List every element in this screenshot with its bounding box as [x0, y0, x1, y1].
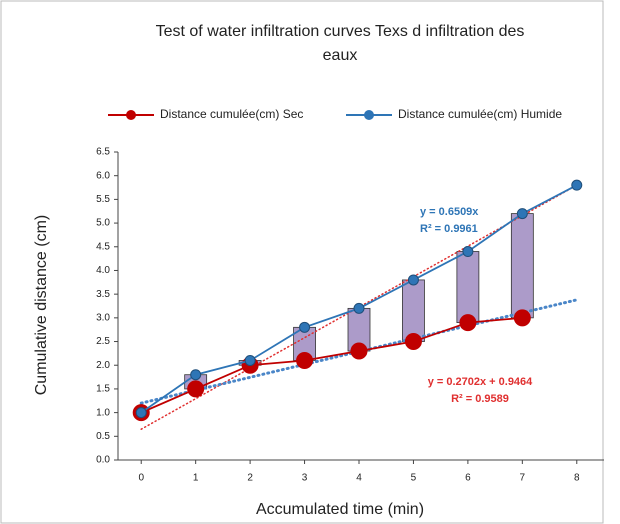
point: [404, 333, 422, 351]
chart-title: eaux: [323, 47, 358, 64]
y-tick-label: 6.5: [96, 147, 110, 158]
annotation: R² = 0.9589: [451, 393, 509, 405]
point: [462, 246, 474, 258]
up-down-bar: [456, 251, 480, 323]
x-tick-label: 4: [356, 473, 362, 484]
y-tick-label: 1.5: [96, 384, 110, 395]
y-tick-label: 3.5: [96, 289, 110, 300]
point: [187, 380, 205, 398]
point: [407, 274, 419, 286]
annotation: R² = 0.9961: [420, 223, 478, 235]
y-tick-label: 3.0: [96, 312, 110, 323]
point: [516, 208, 528, 220]
series-line: [140, 316, 523, 414]
y-axis-title: Cumulative distance (cm): [33, 215, 50, 396]
x-tick-label: 2: [247, 473, 253, 484]
x-tick-label: 5: [411, 473, 417, 484]
annotation: y = 0.6509x: [420, 206, 479, 218]
y-tick-label: 2.0: [96, 360, 110, 371]
point: [244, 354, 256, 366]
point: [353, 302, 365, 314]
up-down-bar: [510, 213, 534, 319]
point: [459, 314, 477, 332]
x-tick-label: 7: [520, 473, 526, 484]
x-tick-label: 8: [574, 473, 580, 484]
chart-title: Test of water infiltration curves Texs d…: [156, 23, 525, 40]
legend-label: Distance cumulée(cm) Humide: [398, 107, 562, 121]
point: [299, 321, 311, 333]
legend-marker: [126, 110, 136, 120]
point: [296, 351, 314, 369]
y-tick-label: 1.0: [96, 407, 110, 418]
point: [350, 342, 368, 360]
x-axis-title: Accumulated time (min): [256, 501, 424, 518]
point: [135, 407, 147, 419]
y-tick-label: 0.5: [96, 431, 110, 442]
up-down-bar: [402, 279, 425, 342]
annotation: y = 0.2702x + 0.9464: [428, 376, 533, 388]
y-tick-label: 2.5: [96, 336, 110, 347]
x-tick-label: 3: [302, 473, 308, 484]
x-tick-label: 1: [193, 473, 199, 484]
point: [513, 309, 531, 327]
y-tick-label: 0.0: [96, 455, 110, 466]
legend-marker: [364, 110, 374, 120]
legend-label: Distance cumulée(cm) Sec: [160, 107, 303, 121]
chart-border: [0, 0, 604, 524]
x-tick-label: 0: [138, 473, 144, 484]
y-tick-label: 5.0: [96, 218, 110, 229]
point: [190, 369, 202, 381]
y-tick-label: 4.5: [96, 241, 110, 252]
y-tick-label: 6.0: [96, 170, 110, 181]
x-tick-label: 6: [465, 473, 471, 484]
y-tick-label: 5.5: [96, 194, 110, 205]
y-tick-label: 4.0: [96, 265, 110, 276]
point: [571, 179, 583, 191]
